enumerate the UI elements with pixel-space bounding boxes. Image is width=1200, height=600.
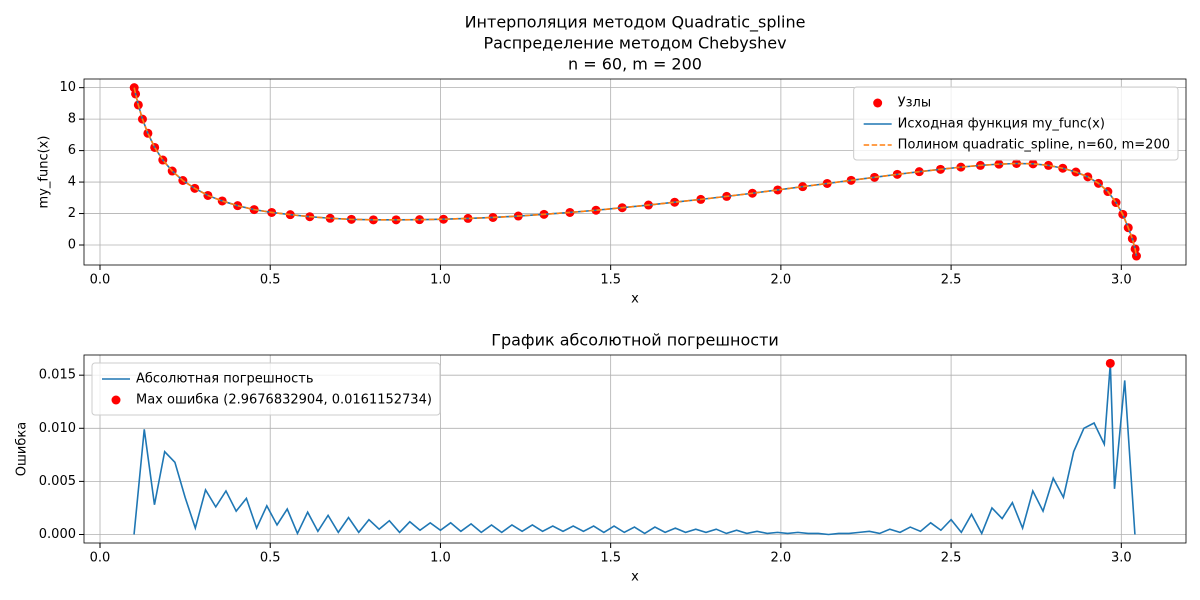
chart-title: n = 60, m = 200: [568, 55, 702, 74]
legend-label: Абсолютная погрешность: [136, 372, 314, 387]
legend-box: [853, 86, 1179, 161]
y-tick-label: 6: [68, 143, 76, 158]
y-tick-label: 8: [68, 112, 76, 127]
y-tick-label: 0.010: [39, 421, 76, 436]
x-tick-label: 1.0: [430, 273, 451, 288]
y-tick-label: 2: [68, 206, 76, 221]
legend-label: Узлы: [898, 96, 931, 111]
data-point: [1105, 358, 1115, 368]
axes-frame: [83, 354, 1187, 544]
x-tick-label: 0.5: [260, 273, 281, 288]
y-tick-label: 4: [68, 175, 76, 190]
x-tick-label: 1.0: [430, 551, 451, 566]
x-axis-label: x: [631, 570, 639, 585]
y-axis-label: Ошибка: [15, 422, 30, 476]
y-axis-label: my_func(x): [37, 136, 52, 209]
legend-label: Исходная функция my_func(x): [898, 117, 1105, 132]
x-tick-label: 1.5: [600, 551, 621, 566]
x-tick-label: 2.5: [941, 551, 962, 566]
axes-frame: [83, 78, 1187, 266]
x-tick-label: 2.0: [771, 551, 792, 566]
x-axis-label: x: [631, 292, 639, 307]
x-tick-label: 3.0: [1111, 551, 1132, 566]
x-tick-label: 0.0: [90, 273, 111, 288]
x-tick-label: 2.0: [771, 273, 792, 288]
y-tick-label: 10: [59, 80, 76, 95]
x-tick-label: 1.5: [600, 273, 621, 288]
legend-label: Max ошибка (2.9676832904, 0.0161152734): [136, 393, 432, 408]
data-line: [133, 363, 1136, 536]
y-tick-label: 0.000: [39, 527, 76, 542]
x-tick-label: 3.0: [1111, 273, 1132, 288]
y-tick-label: 0: [68, 238, 76, 253]
data-line: [133, 87, 1138, 257]
x-tick-label: 2.5: [941, 273, 962, 288]
chart-title: График абсолютной погрешности: [491, 331, 779, 350]
x-tick-label: 0.0: [90, 551, 111, 566]
legend-box: [91, 362, 441, 416]
chart-title: Распределение методом Chebyshev: [483, 34, 786, 53]
legend: Абсолютная погрешность Max ошибка (2.9676…: [91, 362, 441, 416]
y-tick-label: 0.005: [39, 474, 76, 489]
legend-label: Полином quadratic_spline, n=60, m=200: [898, 138, 1170, 153]
y-tick-label: 0.015: [39, 368, 76, 383]
legend: Узлы Исходная функция my_func(x) Полином q…: [853, 86, 1179, 161]
chart-title: Интерполяция методом Quadratic_spline: [465, 13, 806, 33]
legend-marker: [111, 395, 121, 405]
x-tick-label: 0.5: [260, 551, 281, 566]
legend-marker: [873, 98, 883, 108]
